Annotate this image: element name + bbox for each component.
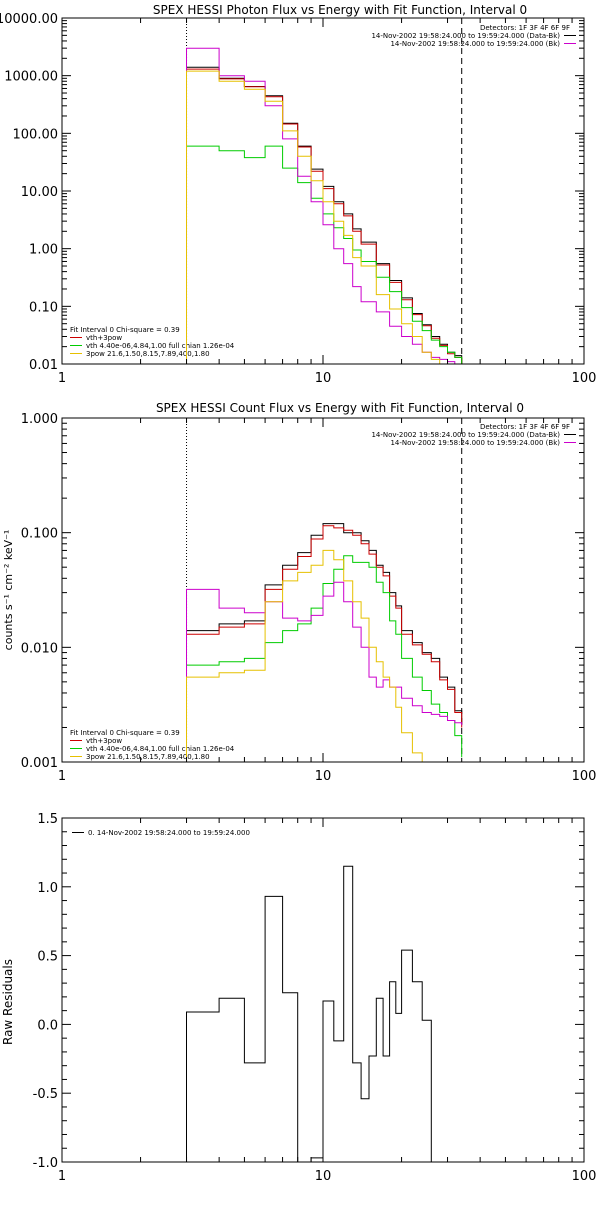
count-flux-fit-label-1: vth+3pow [86,737,122,745]
residuals-y-tick-label: -1.0 [33,1156,58,1171]
count-flux-data-bk-label: 14-Nov-2002 19:58:24.000 to 19:59:24.000… [371,431,560,439]
photon-flux-series-1-line [186,68,463,364]
photon-flux-x-tick-label: 1 [58,371,66,386]
photon-flux-fit-title: Fit Interval 0 Chi-square = 0.39 [70,326,180,334]
count-flux-y-tick-label: 0.001 [21,756,58,771]
residuals-legend: 0. 14-Nov-2002 19:58:24.000 to 19:59:24.… [72,829,250,837]
photon-flux-bk-label: 14-Nov-2002 19:58:24.000 to 19:59:24.000… [390,40,560,48]
residuals-series-0-line [186,865,462,1162]
photon-flux-y-tick-label: 0.10 [29,300,58,315]
count-flux-series-0-line [186,523,463,762]
residuals-y-tick-label: 0.5 [37,950,58,965]
residuals-data [186,865,462,1162]
count-flux-x-tick-label: 100 [572,769,597,784]
residuals-y-tick-label: 1.5 [37,812,58,827]
photon-flux-fit-label-2: vth 4.40e-06,4.84,1.00 full chian 1.26e-… [86,342,235,350]
residuals-y-tick-label: -0.5 [33,1087,58,1102]
photon-flux-detectors-label: Detectors: 1F 3F 4F 6F 9F [480,24,570,32]
photon-flux-y-tick-label: 0.01 [29,358,58,373]
photon-flux-y-tick-label: 100.00 [13,127,59,142]
photon-flux-data [186,18,463,364]
photon-flux-fit-label-3: 3pow 21.6,1.50,8.15,7.89,400,1.80 [86,350,210,358]
residuals-panel: Raw Residuals 0. 14-Nov-2002 19:58:24.00… [1,812,596,1184]
count-flux-data [186,418,463,762]
count-flux-ylabel: counts s⁻¹ cm⁻² keV⁻¹ [2,530,15,651]
residuals-ylabel: Raw Residuals [1,959,15,1045]
count-flux-y-tick-label: 0.100 [21,527,58,542]
photon-flux-top-legend: Detectors: 1F 3F 4F 6F 9F 14-Nov-2002 19… [371,24,576,48]
residuals-x-tick-label: 1 [58,1169,66,1184]
photon-flux-title: SPEX HESSI Photon Flux vs Energy with Fi… [153,3,527,17]
count-flux-title: SPEX HESSI Count Flux vs Energy with Fit… [156,401,524,415]
photon-flux-y-tick-label: 10000.00 [0,12,58,27]
count-flux-panel: SPEX HESSI Count Flux vs Energy with Fit… [2,401,596,784]
residuals-y-tick-label: 0.0 [37,1018,58,1033]
count-flux-y-tick-label: 1.000 [21,412,58,427]
photon-flux-panel: SPEX HESSI Photon Flux vs Energy with Fi… [0,3,596,386]
photon-flux-x-tick-label: 10 [315,371,332,386]
photon-flux-y-tick-label: 1.00 [29,243,58,258]
photon-flux-series-4-line [186,70,462,364]
count-flux-y-tick-label: 0.010 [21,641,58,656]
count-flux-series-4-line [186,549,462,762]
photon-flux-y-tick-label: 1000.00 [4,70,58,85]
count-flux-bk-label: 14-Nov-2002 19:58:24.000 to 19:59:24.000… [390,439,560,447]
photon-flux-fit-label-1: vth+3pow [86,334,122,342]
count-flux-fit-label-3: 3pow 21.6,1.50,8.15,7.89,400,1.80 [86,753,210,761]
photon-flux-series-2-line [186,145,463,364]
count-flux-detectors-label: Detectors: 1F 3F 4F 6F 9F [480,423,570,431]
count-flux-fit-title: Fit Interval 0 Chi-square = 0.39 [70,729,180,737]
photon-flux-x-tick-label: 100 [572,371,597,386]
count-flux-series-2-line [186,555,463,762]
residuals-x-tick-label: 10 [315,1169,332,1184]
photon-flux-fit-legend: Fit Interval 0 Chi-square = 0.39 vth+3po… [70,326,235,358]
photon-flux-y-tick-label: 10.00 [21,185,58,200]
count-flux-fit-label-2: vth 4.40e-06,4.84,1.00 full chian 1.26e-… [86,745,235,753]
residuals-x-tick-label: 100 [572,1169,597,1184]
photon-flux-data-bk-label: 14-Nov-2002 19:58:24.000 to 19:59:24.000… [371,32,560,40]
count-flux-x-tick-label: 10 [315,769,332,784]
residuals-y-tick-label: 1.0 [37,881,58,896]
count-flux-fit-legend: Fit Interval 0 Chi-square = 0.39 vth+3po… [70,729,235,761]
count-flux-x-tick-label: 1 [58,769,66,784]
residuals-legend-label: 0. 14-Nov-2002 19:58:24.000 to 19:59:24.… [88,829,250,837]
count-flux-top-legend: Detectors: 1F 3F 4F 6F 9F 14-Nov-2002 19… [371,423,576,447]
